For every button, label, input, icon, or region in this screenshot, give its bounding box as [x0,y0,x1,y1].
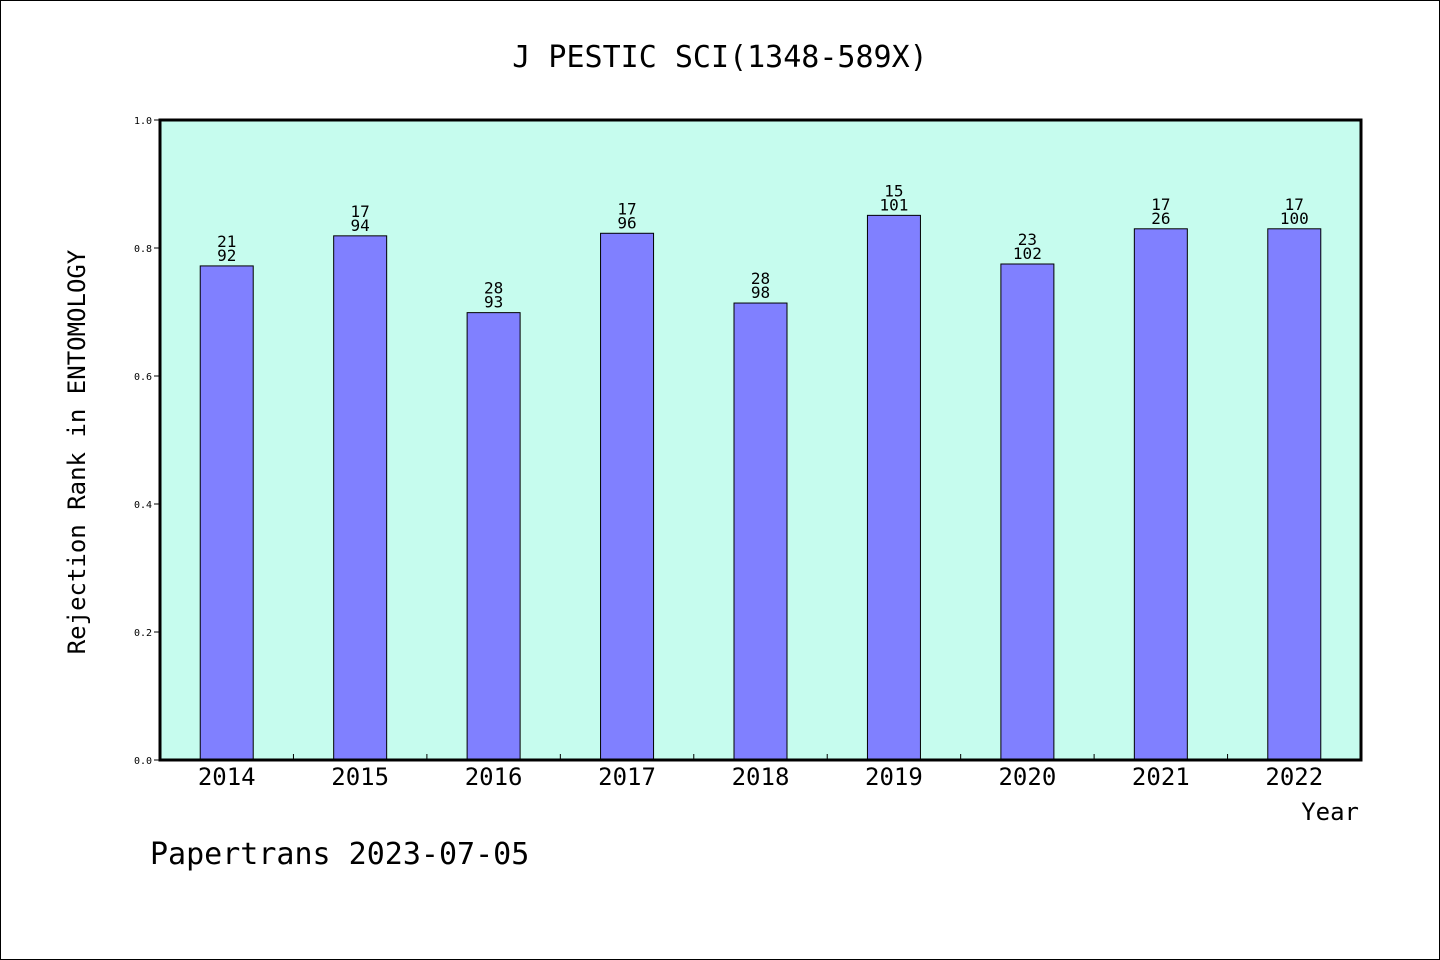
x-axis: 2014 2015 2016 2017 2018 2019 2020 2021 2022 [198,754,1323,791]
y-tick-label: 0.2 [134,628,152,639]
x-tick-label-2017: 2017 [598,763,656,791]
footer-credit: Papertrans 2023-07-05 [150,837,529,872]
bar-label-top-2018: 28 [751,269,770,288]
bar-label-bottom-2015: 94 [351,216,370,235]
bar-label-top-2014: 21 [217,232,236,251]
x-tick-label-2014: 2014 [198,763,256,791]
bar-label-top-2016: 28 [484,279,503,298]
bar-label-top-2017: 17 [617,199,636,218]
bar-2021 [1133,228,1188,761]
bar-2014 [199,265,254,761]
bar-label-bottom-2017: 96 [617,213,636,232]
bar-label-bottom-2016: 93 [484,293,503,312]
bar-2019 [866,214,921,761]
y-tick-label: 0.6 [134,372,152,383]
x-tick-label-2016: 2016 [465,763,523,791]
bar-label-top-2015: 17 [351,202,370,221]
x-tick-label-2018: 2018 [732,763,790,791]
bar-label-bottom-2014: 92 [217,246,236,265]
y-tick-label: 1.0 [134,116,152,127]
bar-label-top-2022: 17 [1285,195,1304,214]
y-tick-label: 0.8 [134,244,152,255]
x-axis-label: Year [1301,798,1359,826]
y-axis-label: Rejection Rank in ENTOMOLOGY [63,249,91,654]
bar-label-bottom-2022: 100 [1280,209,1309,228]
x-tick-label-2021: 2021 [1132,763,1190,791]
plot-border [158,118,1363,762]
bar-2017 [600,232,655,761]
bar-label-bottom-2021: 26 [1151,209,1170,228]
bar-2016 [466,312,521,761]
bar-label-bottom-2019: 101 [879,195,908,214]
bar-label-bottom-2018: 98 [751,283,770,302]
bar-2015 [333,235,388,761]
bar-label-bottom-2020: 102 [1013,244,1042,263]
bar-2022 [1267,228,1322,761]
bar-label-top-2019: 15 [884,181,903,200]
chart-title: J PESTIC SCI(1348-589X) [512,40,927,75]
bar-label-top-2021: 17 [1151,195,1170,214]
x-tick-label-2022: 2022 [1265,763,1323,791]
y-tick-label: 0.4 [134,500,152,511]
bar-2018 [733,302,788,761]
x-tick-label-2020: 2020 [998,763,1056,791]
bars-group [199,214,1322,761]
y-axis: 0.0 0.2 0.4 0.6 0.8 1.0 [134,116,160,767]
x-tick-label-2019: 2019 [865,763,923,791]
bar-2020 [1000,263,1055,761]
x-tick-label-2015: 2015 [331,763,389,791]
bar-label-top-2020: 23 [1018,230,1037,249]
y-tick-label: 0.0 [134,756,152,767]
